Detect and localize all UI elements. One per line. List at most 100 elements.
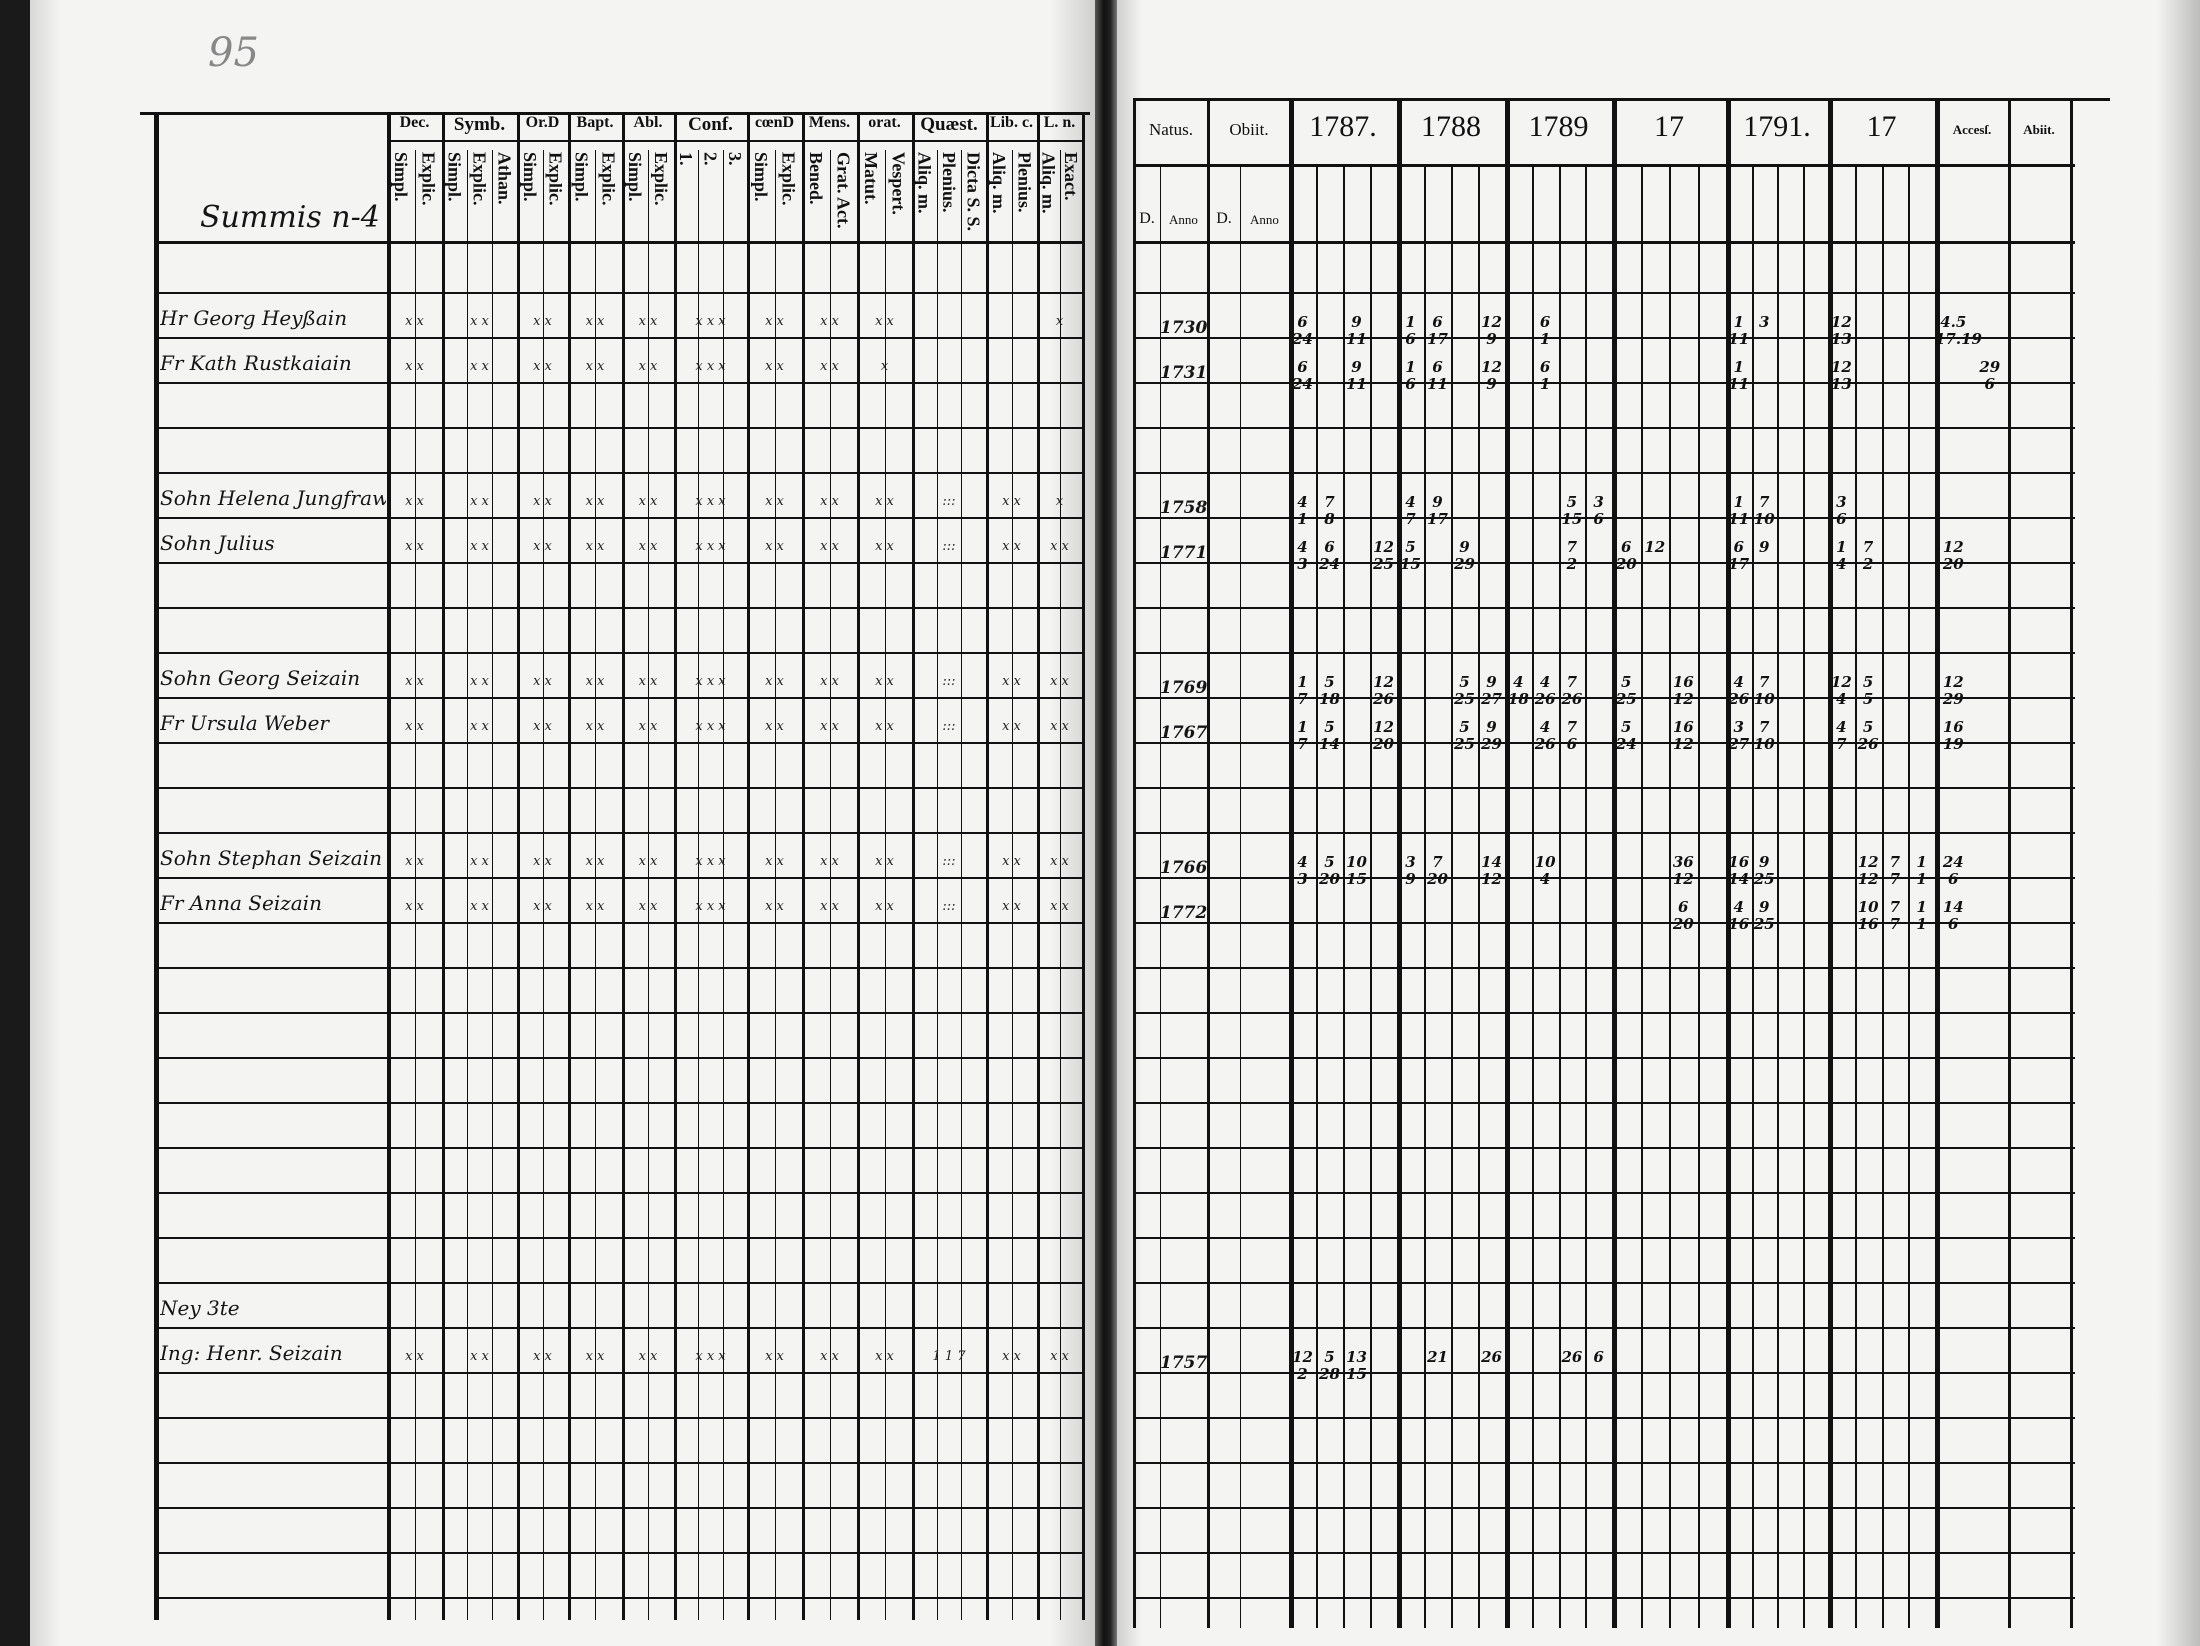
grid-line: [154, 607, 1082, 609]
entry-name: Fr Ursula Weber: [160, 711, 329, 735]
grid-line: [1012, 150, 1013, 1620]
register-entry: 9 17: [1427, 493, 1448, 528]
column-subheader: Explic.: [598, 152, 619, 206]
grid-line: [1559, 164, 1561, 1628]
year-header: 17: [1866, 110, 1897, 143]
grid-line: [1133, 1237, 2075, 1239]
grid-line: [2070, 98, 2073, 1628]
entry-mark: x x: [470, 539, 489, 554]
column-header: cœnD: [754, 114, 795, 131]
entry-mark: x x: [585, 314, 605, 329]
entry-mark: x x: [585, 494, 605, 509]
entry-mark: x x: [470, 314, 489, 329]
grid-line: [154, 922, 1082, 924]
grid-line: [154, 472, 1082, 474]
register-entry: 16 14: [1728, 853, 1750, 888]
entry-mark: x x: [638, 719, 658, 734]
register-entry: 7 20: [1427, 853, 1448, 888]
grid-line: [1133, 1417, 2075, 1419]
grid-line: [1803, 164, 1805, 1628]
grid-line: [154, 1462, 1082, 1464]
entry-mark: x x: [875, 854, 894, 869]
grid-line: [1133, 382, 2075, 384]
grid-line: [1133, 1192, 2075, 1194]
entry-name: Sohn Helena Jungfraw: [160, 486, 386, 510]
entry-mark: x x: [1002, 494, 1021, 509]
entry-mark: x x: [1002, 854, 1021, 869]
register-entry: 12 9: [1481, 358, 1502, 393]
entry-mark: x x x: [695, 1349, 726, 1364]
register-entry: 26: [1561, 1348, 1583, 1366]
register-entry: 4 16: [1728, 898, 1750, 933]
grid-line: [1133, 607, 2075, 609]
book-spine: [1095, 0, 1117, 1646]
grid-line: [1060, 150, 1061, 1620]
grid-line: [1133, 832, 2075, 834]
entry-mark: x x: [875, 674, 894, 689]
grid-line: [1133, 472, 2075, 474]
entry-mark: x x: [875, 1349, 894, 1364]
grid-line: [1855, 164, 1857, 1628]
column-subheader: 3.: [724, 152, 745, 166]
register-entry: 4 18: [1507, 673, 1529, 708]
entry-mark: x x: [405, 494, 424, 509]
grid-line: [1585, 164, 1587, 1628]
entry-mark: x x x: [695, 899, 726, 914]
register-entry: 9: [1759, 538, 1770, 556]
grid-line: [1133, 164, 2075, 167]
grid-line: [1133, 742, 2075, 744]
entry-mark: x x: [765, 899, 784, 914]
grid-line: [1451, 164, 1453, 1628]
column-header: Quæst.: [920, 114, 978, 135]
grid-line: [1641, 164, 1643, 1628]
grid-line: [937, 150, 938, 1620]
grid-line: [698, 150, 699, 1620]
year-header: 1788: [1421, 110, 1481, 143]
entry-mark: x: [1055, 494, 1064, 509]
entry-mark: x x: [765, 359, 784, 374]
register-entry: 12 26: [1373, 673, 1394, 708]
entry-name: Sohn Georg Seizain: [160, 666, 361, 690]
entry-mark: x x: [533, 674, 552, 689]
entry-mark: x x: [875, 494, 894, 509]
entry-mark: x x: [875, 314, 894, 329]
entry-mark: x x: [820, 314, 839, 329]
register-entry: 5 25: [1615, 673, 1637, 708]
grid-line: [1133, 1507, 2075, 1509]
entry-mark: x x: [585, 674, 605, 689]
register-entry: 9 29: [1454, 538, 1475, 573]
register-entry: 4.5 17.19: [1935, 313, 1982, 348]
register-entry: 12 20: [1942, 538, 1964, 573]
column-header: Bapt.: [576, 114, 614, 131]
register-entry: 4 26: [1534, 673, 1556, 708]
register-entry: 5 5: [1862, 673, 1874, 708]
register-entry: 7 2: [1862, 538, 1874, 573]
column-header: Dec.: [399, 114, 430, 131]
grid-line: [1505, 98, 1510, 1628]
column-subheader: Explic.: [418, 152, 439, 206]
register-entry: 7 7: [1889, 853, 1901, 888]
grid-line: [154, 652, 1082, 654]
register-entry: 7 26: [1561, 673, 1583, 708]
register-entry: 3 6: [1836, 493, 1847, 528]
entry-mark: x x: [765, 539, 784, 554]
register-entry: 5 18: [1319, 673, 1340, 708]
entry-mark: x: [880, 359, 889, 374]
entry-mark: x x: [405, 359, 424, 374]
register-entry: 7 6: [1566, 718, 1578, 753]
register-entry: 7 2: [1566, 538, 1578, 573]
grid-line: [1207, 98, 1210, 1628]
entry-mark: x x: [585, 719, 605, 734]
column-subheader: Dicta S. S.: [963, 152, 984, 232]
grid-line: [154, 292, 1082, 294]
grid-line: [154, 697, 1082, 699]
grid-line: [1133, 562, 2075, 564]
grid-line: [857, 112, 860, 1620]
entry-mark: x x: [1050, 674, 1069, 689]
grid-line: [154, 562, 1082, 564]
grid-line: [154, 1282, 1082, 1284]
page-number: 95: [208, 30, 259, 76]
register-entry: 6 17: [1728, 538, 1750, 573]
register-entry: 12 25: [1373, 538, 1394, 573]
register-entry: 9 27: [1481, 673, 1502, 708]
